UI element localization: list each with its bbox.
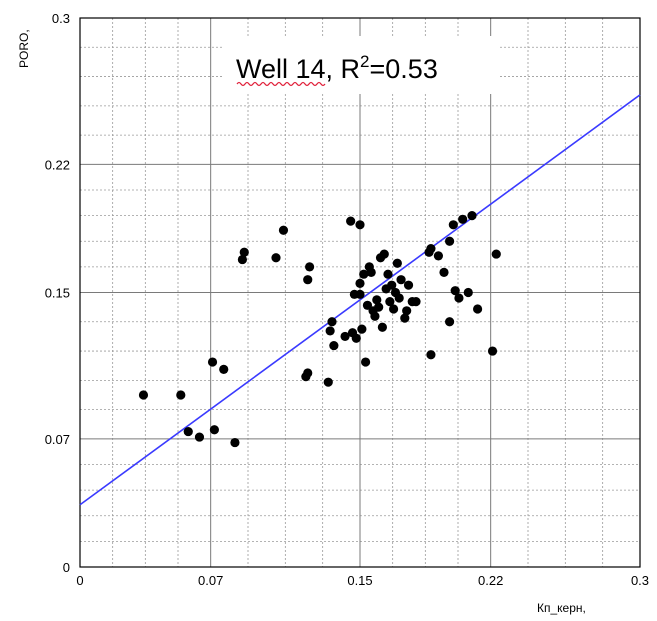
data-point: [458, 214, 468, 224]
data-point: [355, 220, 365, 230]
chart-title-suffix: =0.53: [370, 54, 438, 84]
data-point: [396, 275, 406, 285]
data-point: [325, 326, 335, 336]
x-tick-label: 0: [76, 573, 83, 588]
x-tick-label: 0.3: [631, 573, 649, 588]
data-point: [450, 286, 460, 296]
data-point: [426, 243, 436, 254]
data-point: [392, 258, 402, 268]
chart-title-box: Well 14, R2=0.53: [222, 36, 500, 94]
data-point: [426, 350, 436, 360]
data-point: [327, 317, 337, 327]
data-point: [351, 333, 361, 343]
spellcheck-underline: [236, 81, 326, 87]
data-point: [219, 364, 229, 374]
data-point: [491, 249, 501, 259]
data-point: [377, 322, 387, 332]
chart-title-superscript: 2: [360, 52, 369, 71]
data-point: [357, 324, 367, 334]
chart-title-prefix: Well 14, R: [236, 54, 360, 84]
x-axis-label: Кп_керн,: [537, 601, 586, 615]
data-point: [463, 287, 473, 298]
data-point: [209, 425, 219, 435]
y-tick-label: 0.22: [45, 157, 70, 172]
data-point: [359, 269, 369, 279]
data-point: [402, 306, 412, 316]
data-point: [355, 278, 365, 288]
data-point: [433, 251, 443, 261]
data-point: [385, 297, 395, 307]
data-point: [194, 432, 205, 442]
data-point: [346, 216, 356, 226]
data-point: [355, 289, 365, 299]
data-point: [366, 267, 376, 277]
trend-line: [79, 94, 641, 506]
chart-title: Well 14, R2=0.53: [236, 52, 438, 84]
data-point: [370, 311, 380, 321]
data-point: [439, 267, 449, 277]
data-point: [176, 390, 186, 400]
data-point: [207, 357, 218, 367]
data-point: [372, 295, 382, 305]
data-point: [340, 331, 350, 342]
data-point: [383, 269, 393, 279]
data-point: [138, 390, 149, 400]
data-point: [448, 220, 458, 230]
data-point: [183, 426, 193, 437]
data-point: [305, 262, 315, 272]
x-tick-label: 0.22: [478, 573, 503, 588]
y-tick-label: 0.07: [45, 432, 70, 447]
data-point: [278, 225, 289, 235]
data-point: [389, 304, 399, 314]
data-point: [303, 368, 313, 378]
data-point: [239, 247, 249, 257]
data-point: [445, 236, 455, 246]
data-point: [237, 254, 247, 265]
data-point: [271, 253, 281, 263]
data-point: [374, 302, 384, 312]
data-point: [467, 211, 477, 221]
data-point: [394, 293, 404, 303]
data-point: [400, 313, 410, 323]
y-tick-label: 0: [63, 560, 70, 575]
data-point: [379, 249, 389, 259]
data-points: [138, 211, 501, 448]
data-point: [323, 377, 333, 387]
data-point: [487, 346, 498, 356]
x-tick-label: 0.15: [347, 573, 372, 588]
data-point: [303, 275, 313, 285]
data-point: [473, 304, 483, 314]
data-point: [454, 293, 464, 303]
data-point: [230, 437, 240, 448]
y-tick-labels: 0 0.07 0.15 0.22 0.3: [45, 11, 70, 575]
y-tick-label: 0.3: [52, 11, 70, 26]
x-tick-label: 0.07: [198, 573, 223, 588]
data-point: [387, 280, 397, 290]
data-point: [445, 317, 455, 327]
data-point: [403, 280, 414, 290]
data-point: [411, 297, 421, 307]
x-tick-labels: 0 0.07 0.15 0.22 0.3: [76, 573, 649, 588]
y-axis-label: PORO,: [17, 29, 31, 68]
plot-frame: [79, 17, 641, 568]
data-point: [361, 357, 371, 367]
data-point: [329, 340, 339, 351]
y-tick-label: 0.15: [45, 286, 70, 301]
